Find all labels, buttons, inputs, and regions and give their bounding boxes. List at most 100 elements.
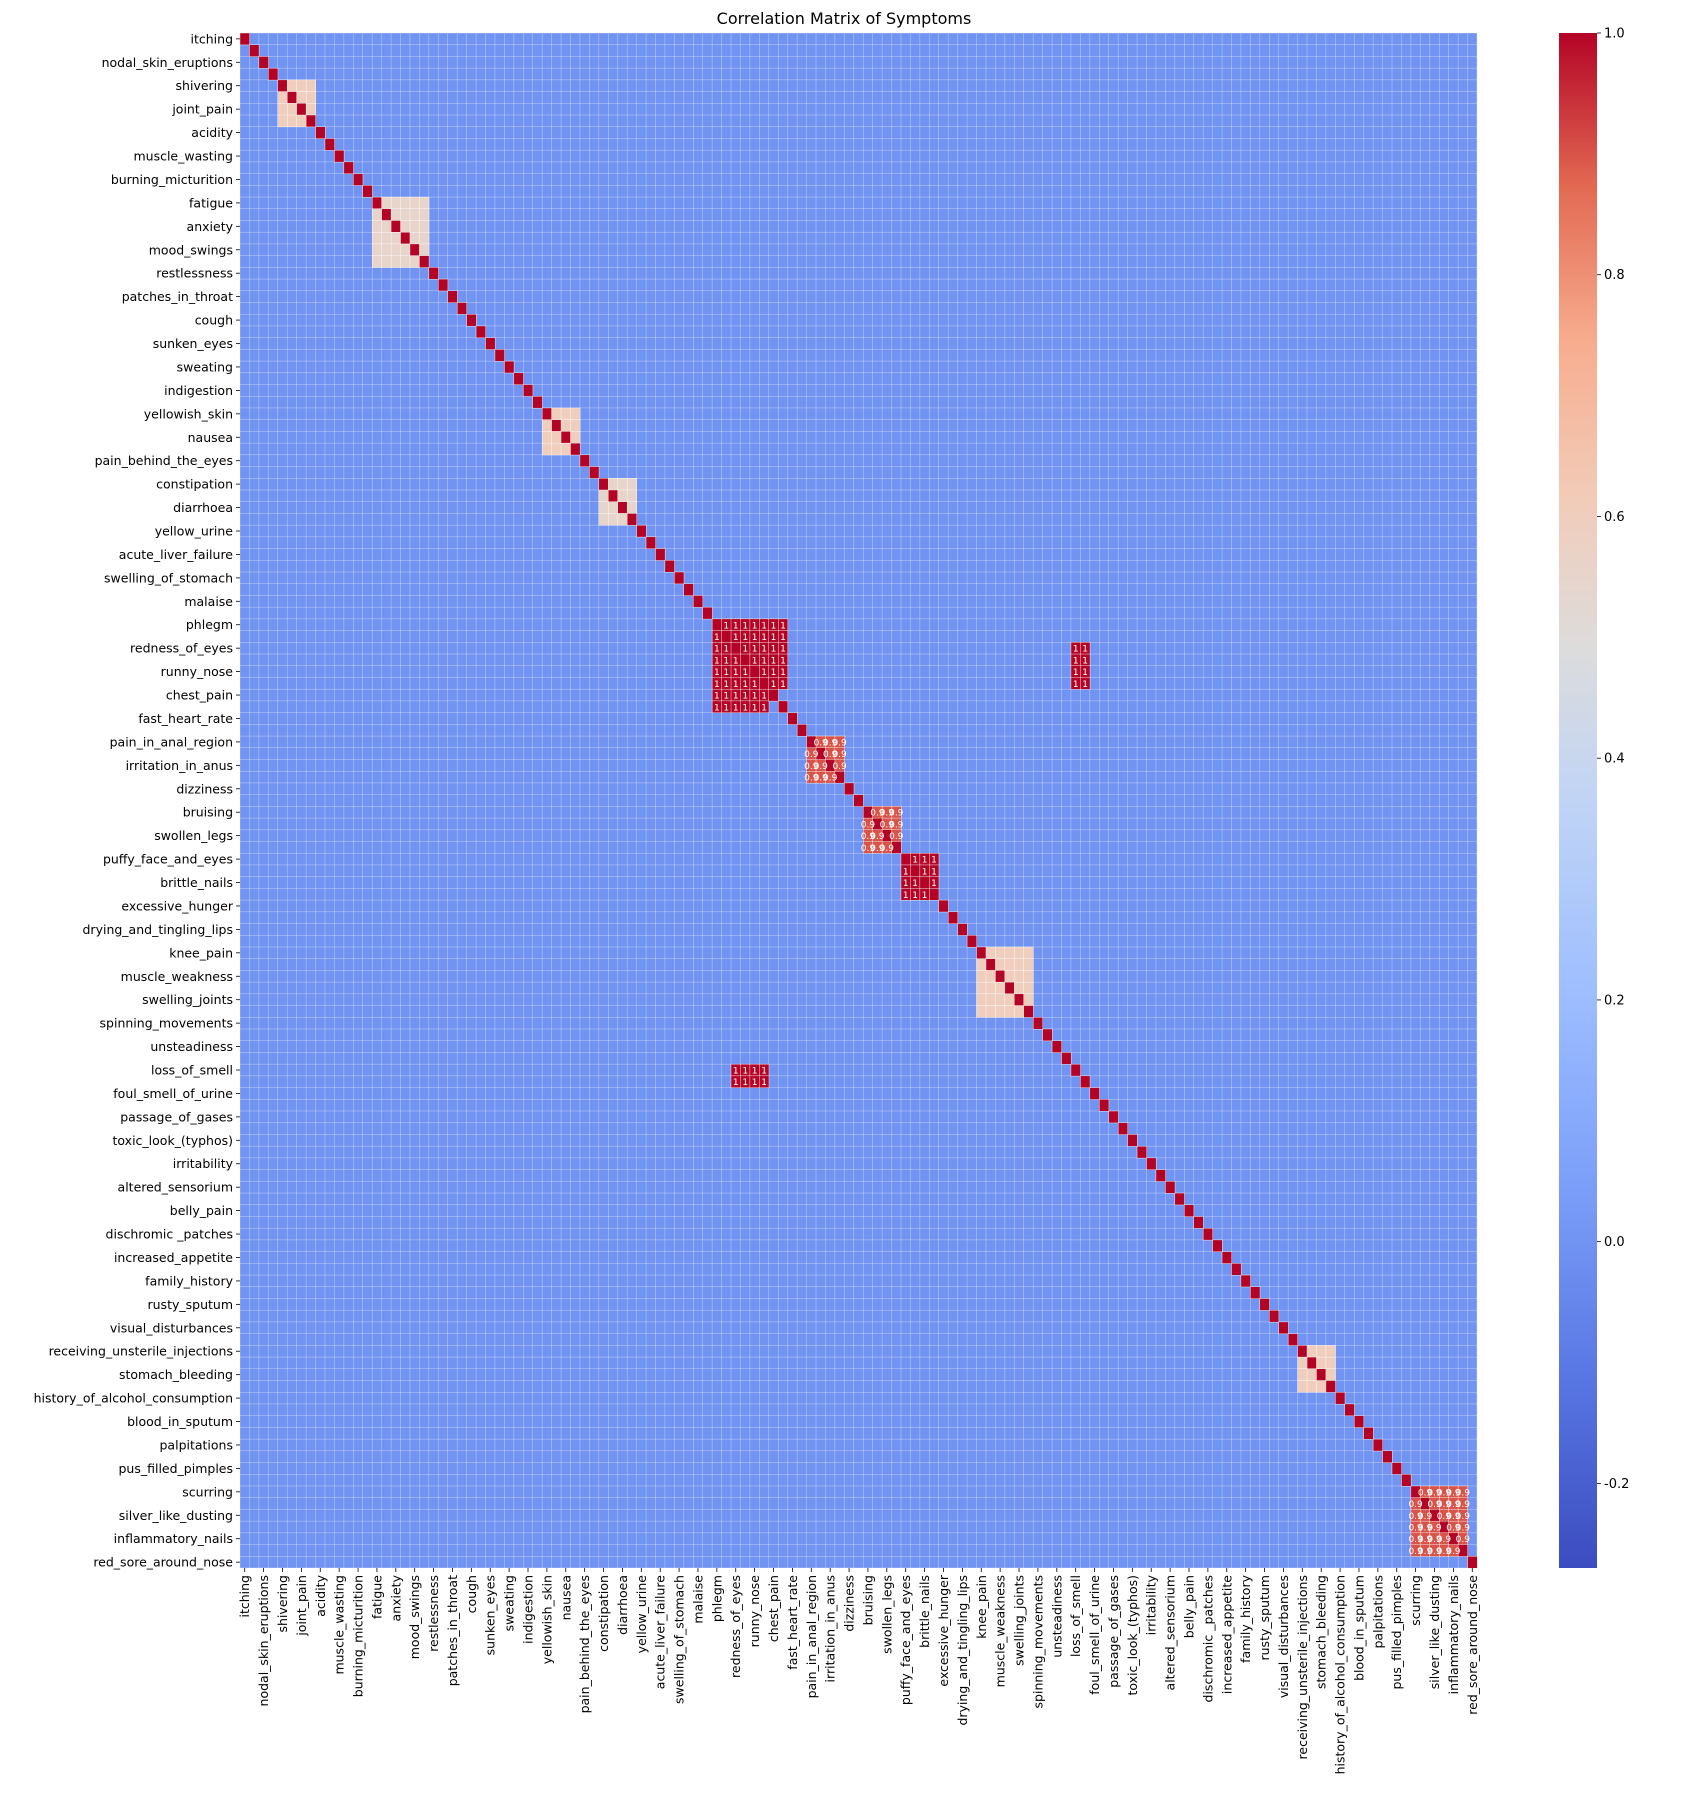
heatmap-cell xyxy=(390,231,401,245)
cell-value-label: 1 xyxy=(733,656,739,666)
cell-value-label: 1 xyxy=(780,680,786,690)
heatmap-cell xyxy=(372,231,383,245)
cell-value-label: 1 xyxy=(1073,645,1079,655)
heatmap-cell xyxy=(541,442,553,456)
heatmap-cell xyxy=(617,489,628,503)
cell-value-label: 1 xyxy=(752,703,758,713)
heatmap-cell xyxy=(834,771,845,784)
heatmap-cell xyxy=(1306,1356,1317,1370)
heatmap-cell xyxy=(598,513,609,526)
heatmap-cell xyxy=(995,946,1006,960)
heatmap-cell xyxy=(551,419,562,432)
x-tick-label: joint_pain xyxy=(294,1575,309,1637)
cell-value-label: 1 xyxy=(742,692,748,702)
y-tick-label: blood_in_sputum xyxy=(127,1414,233,1429)
heatmap-cell xyxy=(1316,1380,1327,1393)
heatmap-cell xyxy=(532,396,543,409)
heatmap-cell xyxy=(305,103,316,116)
heatmap-cell xyxy=(1127,1134,1138,1147)
cell-value-label: 1 xyxy=(931,856,937,866)
y-tick-label: shivering xyxy=(176,78,233,93)
y-tick-label: yellow_urine xyxy=(155,523,234,538)
heatmap-cell xyxy=(1278,1321,1289,1335)
heatmap-cell xyxy=(1316,1356,1327,1370)
cell-value-label: 0.9 xyxy=(1418,1524,1433,1534)
heatmap-cell xyxy=(277,114,288,128)
y-tick-label: chest_pain xyxy=(166,688,233,703)
heatmap-cell xyxy=(456,302,468,315)
heatmap-cell xyxy=(1070,1063,1081,1077)
x-tick-label: yellow_urine xyxy=(634,1575,649,1654)
y-tick-label: puffy_face_and_eyes xyxy=(103,852,233,867)
cell-value-label: 0.9 xyxy=(1408,1512,1423,1522)
heatmap-cell xyxy=(268,67,279,81)
heatmap-cell xyxy=(296,79,307,92)
heatmap-cell xyxy=(664,560,675,573)
y-tick-label: inflammatory_nails xyxy=(114,1531,233,1546)
y-tick-label: nausea xyxy=(188,430,233,445)
heatmap-cell xyxy=(1287,1333,1298,1346)
cell-value-label: 1 xyxy=(780,656,786,666)
cell-value-label: 0.9 xyxy=(870,832,885,842)
heatmap-cell xyxy=(1117,1122,1129,1135)
heatmap-cell xyxy=(390,208,401,221)
heatmap-cell xyxy=(608,489,619,503)
x-tick-label: toxic_look_(typhos) xyxy=(1125,1575,1140,1695)
heatmap-cell xyxy=(381,196,392,210)
heatmap-cell xyxy=(1023,993,1034,1006)
cell-value-label: 1 xyxy=(733,1067,739,1077)
heatmap-cell xyxy=(353,173,364,186)
x-tick-label: phlegm xyxy=(709,1575,724,1622)
cell-value-label: 1 xyxy=(742,668,748,678)
heatmap-cell xyxy=(1467,1556,1478,1569)
colorbar-tick-label: 0.2 xyxy=(1604,993,1625,1008)
colorbar-tick-label: 0.4 xyxy=(1604,752,1625,767)
cell-value-label: 1 xyxy=(1073,680,1079,690)
cell-value-label: 0.9 xyxy=(1427,1535,1442,1545)
cell-value-label: 1 xyxy=(723,668,729,678)
cell-value-label: 0.9 xyxy=(1456,1512,1471,1522)
y-tick-label: pain_in_anal_region xyxy=(110,734,233,749)
x-tick-label: red_sore_around_nose xyxy=(1465,1575,1480,1715)
heatmap-cell xyxy=(995,958,1006,971)
heatmap-cell xyxy=(372,208,383,221)
heatmap-cell xyxy=(1080,1075,1091,1088)
heatmap-cell xyxy=(626,501,637,514)
heatmap-cell xyxy=(617,501,628,514)
heatmap-cell xyxy=(778,700,789,714)
heatmap-cell xyxy=(796,724,807,737)
heatmap-cell xyxy=(1297,1380,1308,1393)
x-tick-label: redness_of_eyes xyxy=(728,1575,743,1678)
heatmap-cell xyxy=(985,970,996,983)
x-tick-label: burning_micturition xyxy=(351,1575,366,1697)
cell-value-label: 1 xyxy=(780,633,786,643)
heatmap-cell xyxy=(711,618,722,632)
cell-value-label: 1 xyxy=(742,680,748,690)
heatmap-cell xyxy=(400,231,411,245)
y-tick-label: belly_pain xyxy=(170,1203,233,1218)
y-tick-label: increased_appetite xyxy=(114,1250,233,1265)
heatmap-cell xyxy=(919,876,930,889)
colorbar: 1.0 0.8 0.6 0.4 0.2 0.0 -0.2 xyxy=(1559,27,1629,1568)
heatmap-cell xyxy=(419,255,430,268)
heatmap-cell xyxy=(749,665,760,678)
heatmap-cell xyxy=(995,993,1006,1006)
cell-value-label: 1 xyxy=(742,645,748,655)
cell-value-label: 1 xyxy=(714,645,720,655)
heatmap-cell xyxy=(1316,1345,1327,1358)
y-tick-label: toxic_look_(typhos) xyxy=(113,1133,233,1148)
cell-value-label: 0.9 xyxy=(823,750,838,760)
heatmap-cell xyxy=(277,103,288,116)
heatmap-cell xyxy=(1297,1356,1308,1370)
heatmap-cell xyxy=(1202,1227,1214,1241)
y-tick-label: red_sore_around_nose xyxy=(93,1555,233,1570)
cell-value-label: 1 xyxy=(922,867,928,877)
cell-value-label: 0.9 xyxy=(1446,1512,1461,1522)
cell-value-label: 1 xyxy=(1082,645,1088,655)
heatmap-cell xyxy=(1108,1110,1119,1124)
cell-value-label: 1 xyxy=(912,856,918,866)
heatmap-cell xyxy=(277,91,288,104)
heatmap-cell xyxy=(1004,981,1015,995)
heatmap-cell xyxy=(608,513,619,526)
y-tick-label: patches_in_throat xyxy=(122,289,233,304)
